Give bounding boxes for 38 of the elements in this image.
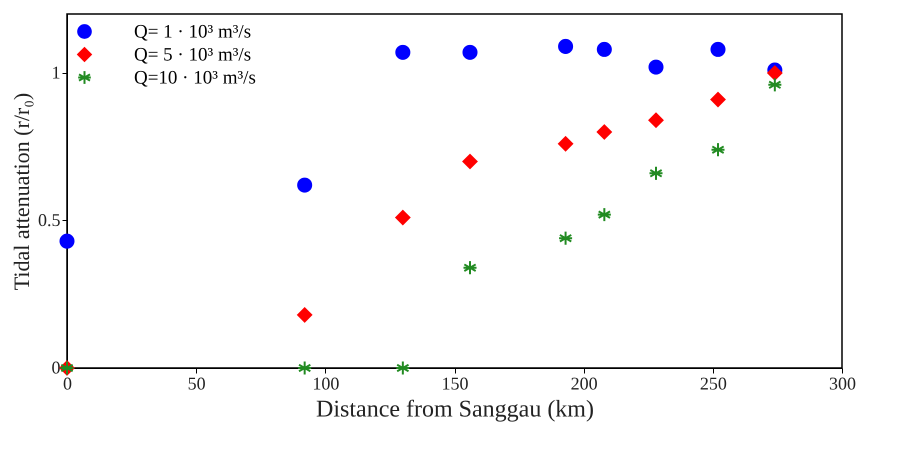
legend-label: Q= 1 · 10³ m³/s (134, 22, 252, 42)
point (710, 142, 726, 158)
point (648, 60, 664, 75)
point (462, 154, 478, 170)
x-tick-label: 100 (312, 374, 340, 394)
point (558, 230, 574, 246)
x-tick-label: 200 (570, 374, 598, 394)
legend-label: Q= 5 · 10³ m³/s (134, 44, 252, 66)
point (297, 307, 312, 322)
x-tick-label: 300 (829, 374, 856, 394)
x-axis-title: Distance from Sanggau (km) (316, 396, 594, 422)
point (297, 360, 312, 376)
point (710, 92, 726, 108)
legend-label: Q=10 · 10³ m³/s (134, 68, 256, 88)
x-tick-label: 150 (442, 374, 468, 394)
point (596, 207, 612, 222)
point (297, 178, 312, 193)
x-tick-label: 50 (188, 374, 206, 394)
point (462, 260, 478, 276)
point (710, 42, 726, 57)
point (395, 360, 410, 376)
point (558, 38, 574, 54)
point (648, 166, 664, 181)
point (596, 42, 612, 57)
point (767, 65, 782, 81)
point (767, 77, 782, 92)
y-axis-title: Tidal attenuation (r/r₀) (9, 92, 34, 290)
x-tick-label: 250 (700, 374, 727, 394)
point (462, 44, 478, 60)
point (395, 44, 410, 60)
y-tick-label: 1 (52, 62, 60, 82)
point (395, 210, 410, 226)
point (648, 112, 664, 128)
y-tick-label: 0 (52, 358, 60, 378)
point (596, 124, 612, 140)
y-tick-label: 0.5 (38, 210, 60, 230)
point (558, 136, 574, 152)
point (59, 234, 75, 249)
